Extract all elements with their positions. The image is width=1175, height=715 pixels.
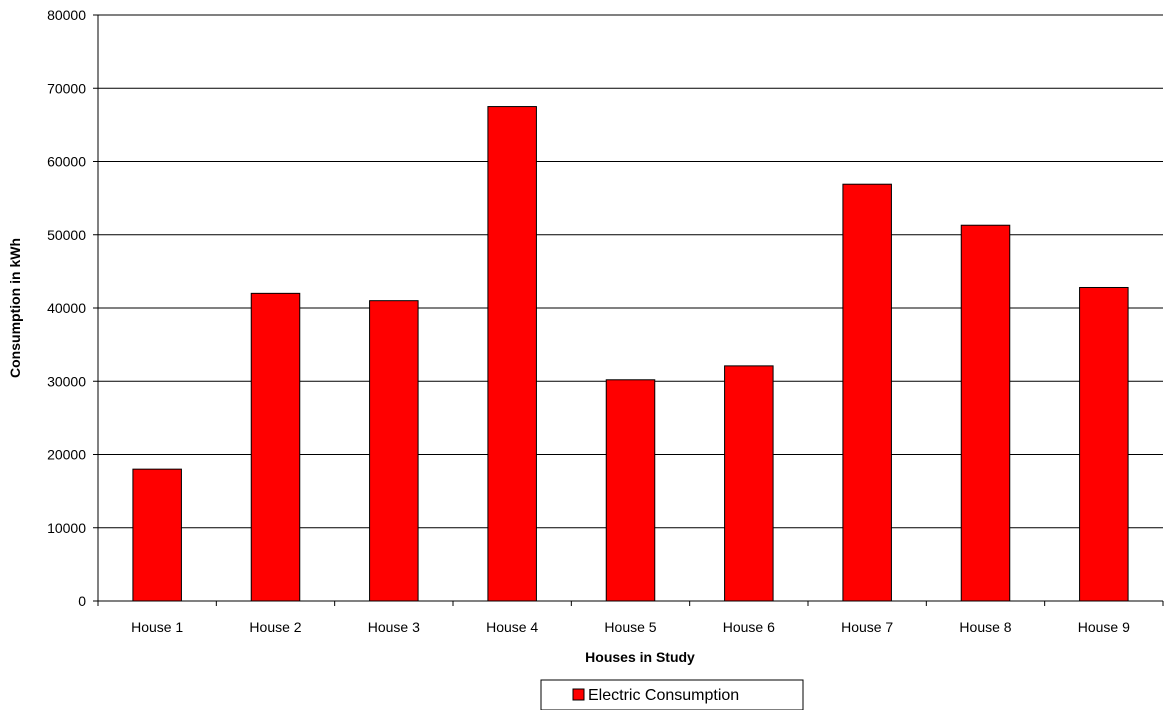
- y-tick-label: 40000: [47, 300, 86, 316]
- bars: [132, 106, 1129, 602]
- y-tick-labels: 0 10000 20000 30000 40000 50000 60000 70000 8000…: [47, 7, 86, 609]
- axes: [93, 14, 1164, 606]
- bar: [724, 365, 774, 602]
- legend-label: Electric Consumption: [588, 687, 739, 704]
- x-tick-label: House 5: [604, 619, 656, 635]
- bar: [605, 379, 656, 602]
- legend: Electric Consumption: [540, 679, 804, 711]
- y-axis-title: Consumption in kWh: [7, 238, 23, 378]
- y-tick-label: 10000: [47, 520, 86, 536]
- legend-box: [540, 679, 804, 711]
- x-tick-label: House 1: [131, 619, 183, 635]
- bar: [132, 468, 182, 602]
- x-tick-label: House 3: [368, 619, 420, 635]
- y-tick-label: 50000: [47, 227, 86, 243]
- x-tick-labels: House 1 House 2 House 3 House 4 House 5 House…: [131, 619, 1130, 635]
- bar: [842, 183, 892, 602]
- bar: [250, 292, 301, 602]
- x-tick-label: House 9: [1078, 619, 1130, 635]
- y-tick-label: 20000: [47, 447, 86, 463]
- x-tick-label: House 6: [723, 619, 775, 635]
- x-tick-label: House 2: [249, 619, 301, 635]
- x-tick-label: House 8: [959, 619, 1011, 635]
- y-tick-label: 30000: [47, 373, 86, 389]
- y-tick-label: 0: [78, 593, 86, 609]
- bar: [369, 300, 419, 602]
- legend-swatch: [572, 688, 585, 701]
- y-tick-label: 60000: [47, 154, 86, 170]
- bar: [960, 224, 1011, 602]
- x-axis-title: Houses in Study: [585, 649, 695, 665]
- bar: [487, 106, 537, 602]
- bar: [1079, 286, 1129, 602]
- x-tick-label: House 4: [486, 619, 538, 635]
- y-tick-label: 70000: [47, 80, 86, 96]
- x-tick-label: House 7: [841, 619, 893, 635]
- y-tick-label: 80000: [47, 7, 86, 23]
